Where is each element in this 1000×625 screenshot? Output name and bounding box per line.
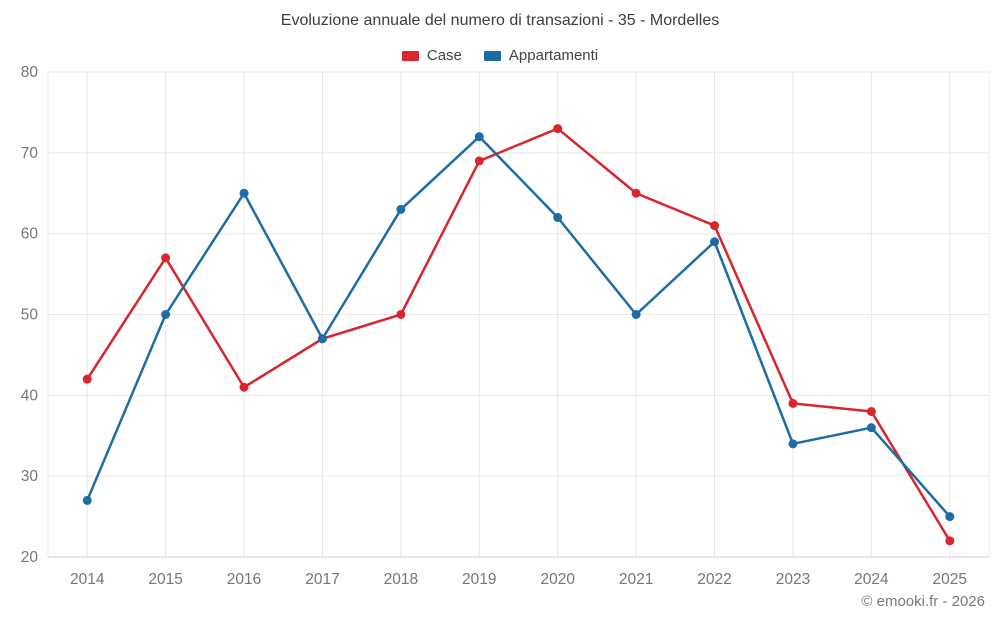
data-point-appartamenti[interactable] <box>161 310 171 319</box>
data-point-appartamenti[interactable] <box>317 334 327 344</box>
x-axis-tick-label: 2019 <box>462 571 496 588</box>
y-axis-tick-label: 30 <box>21 468 39 485</box>
x-axis-tick-label: 2020 <box>540 571 575 588</box>
data-point-appartamenti[interactable] <box>396 204 406 214</box>
data-point-case[interactable] <box>553 124 563 134</box>
series-line-case <box>85 127 952 543</box>
legend-label-case: Case <box>426 47 462 64</box>
y-axis-tick-label: 50 <box>21 307 39 324</box>
data-point-case[interactable] <box>161 253 171 263</box>
y-axis-tick-label: 20 <box>21 549 39 566</box>
chart-title: Evoluzione annuale del numero di transaz… <box>280 12 720 29</box>
y-axis-tick-label: 60 <box>21 226 39 243</box>
x-axis-tick-label: 2016 <box>227 571 261 588</box>
x-axis-tick-label: 2014 <box>70 571 105 588</box>
data-point-case[interactable] <box>945 536 955 546</box>
legend-item-appartamenti[interactable]: Appartamenti <box>483 47 599 64</box>
data-point-appartamenti[interactable] <box>788 439 798 449</box>
data-point-case[interactable] <box>866 407 876 416</box>
legend-item-case[interactable]: Case <box>401 47 462 64</box>
data-point-case[interactable] <box>474 156 484 166</box>
x-axis-tick-label: 2015 <box>148 571 182 588</box>
legend-swatch-appartamenti-icon <box>483 50 501 61</box>
x-axis-tick-label: 2021 <box>619 571 653 588</box>
x-axis-tick-label: 2017 <box>305 571 339 588</box>
data-point-case[interactable] <box>396 310 406 319</box>
y-axis-tick-label: 80 <box>21 64 39 81</box>
data-point-case[interactable] <box>239 382 249 392</box>
y-axis-tick-label: 40 <box>21 387 39 404</box>
legend-label-appartamenti: Appartamenti <box>508 47 599 64</box>
data-point-case[interactable] <box>82 374 92 384</box>
series-line-appartamenti <box>85 135 952 518</box>
x-axis-tick-label: 2025 <box>933 571 967 588</box>
data-point-appartamenti[interactable] <box>239 188 249 198</box>
data-point-case[interactable] <box>788 398 798 408</box>
data-point-appartamenti[interactable] <box>82 495 92 505</box>
x-axis-tick-label: 2022 <box>697 571 731 588</box>
data-point-appartamenti[interactable] <box>866 423 876 433</box>
data-point-appartamenti[interactable] <box>710 237 720 247</box>
x-axis-tick-label: 2023 <box>776 571 810 588</box>
y-axis-tick-label: 70 <box>21 145 39 162</box>
data-point-appartamenti[interactable] <box>631 310 641 319</box>
x-axis-tick-label: 2024 <box>854 571 889 588</box>
data-point-appartamenti[interactable] <box>553 213 563 222</box>
data-point-appartamenti[interactable] <box>945 512 955 522</box>
data-point-case[interactable] <box>710 221 720 231</box>
chart-legend: Case Appartamenti <box>0 47 1000 64</box>
data-point-appartamenti[interactable] <box>474 132 484 142</box>
legend-swatch-case-icon <box>401 50 419 61</box>
x-axis-tick-label: 2018 <box>384 571 418 588</box>
credit-text: © emooki.fr - 2026 <box>861 593 985 610</box>
data-point-case[interactable] <box>631 188 641 198</box>
